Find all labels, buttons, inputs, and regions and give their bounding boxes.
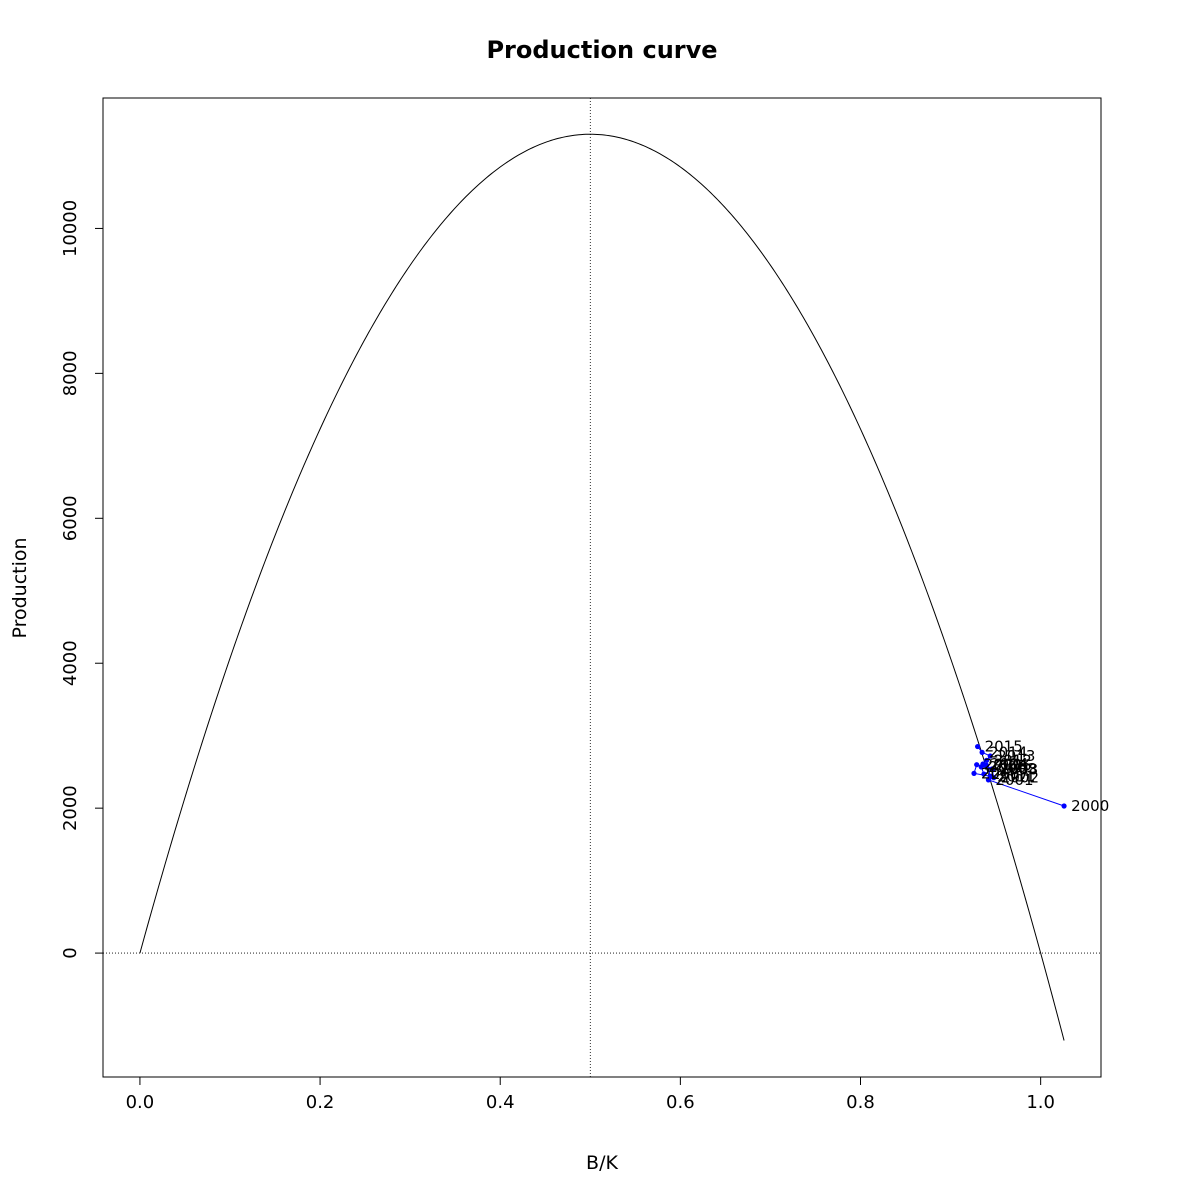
- reference-lines: [103, 98, 1101, 1077]
- x-tick-label-0.4: 0.4: [486, 1092, 515, 1113]
- trajectory-point-2012: [984, 757, 990, 763]
- x-tick-label-0.6: 0.6: [666, 1092, 695, 1113]
- x-tick-label-0.8: 0.8: [846, 1092, 875, 1113]
- trajectory-point-2014: [979, 749, 985, 755]
- y-tick-label-2000: 2000: [60, 785, 81, 831]
- trajectory-label-2008: 2008: [1000, 761, 1038, 779]
- x-axis: 0.0 0.2 0.4 0.6 0.8 1.0: [126, 1076, 1055, 1113]
- trajectory-label-2002: 2002: [1001, 769, 1039, 787]
- production-curve: [139, 133, 1065, 1041]
- x-tick-label-0.0: 0.0: [126, 1092, 155, 1113]
- production-curve-line: [139, 133, 1065, 1041]
- y-tick-label-0: 0: [60, 947, 81, 958]
- y-tick-label-10000: 10000: [60, 200, 81, 257]
- trajectory-point-2006: [978, 764, 984, 770]
- trajectory-label-2003: 2003: [999, 760, 1037, 778]
- plot-frame: [102, 97, 1102, 1078]
- trajectory-label-2012: 2012: [994, 751, 1032, 769]
- trajectory-line: [973, 746, 1065, 807]
- y-tick-label-4000: 4000: [60, 640, 81, 686]
- trajectory-point-2008: [990, 767, 996, 773]
- trajectory-label-2006: 2006: [988, 758, 1026, 776]
- trajectory-point-2013: [987, 753, 993, 759]
- trajectory-point-2011: [987, 773, 993, 779]
- trajectory-label-2004: 2004: [990, 755, 1028, 773]
- trajectory-label-2011: 2011: [997, 767, 1035, 785]
- trajectory-point-2010: [971, 770, 977, 776]
- trajectory-label-2010: 2010: [981, 764, 1019, 782]
- y-tick-label-6000: 6000: [60, 495, 81, 541]
- trajectory-point-2015: [975, 743, 981, 750]
- trajectory-point-2007: [981, 771, 987, 777]
- trajectory-label-2014: 2014: [989, 743, 1027, 761]
- trajectory-point-2005: [984, 762, 990, 769]
- trajectory-label-2007: 2007: [991, 765, 1029, 783]
- y-axis-label: Production: [9, 537, 31, 638]
- trajectory-label-2005: 2005: [994, 756, 1032, 774]
- trajectory-point-2009: [974, 762, 980, 768]
- y-tick-label-8000: 8000: [60, 350, 81, 396]
- trajectory-label-2001: 2001: [995, 771, 1033, 789]
- trajectory-point-2000: [1061, 803, 1067, 809]
- biomass-trajectory: 2000 200120022003200420052006200720082009…: [971, 738, 1109, 815]
- x-tick-label-0.2: 0.2: [306, 1092, 335, 1113]
- trajectory-label-2015: 2015: [985, 738, 1023, 756]
- x-axis-label: B/K: [586, 1152, 618, 1174]
- chart-title: Production curve: [486, 36, 717, 64]
- y-axis: 0 2000 4000 6000 8000 10000: [60, 200, 104, 959]
- trajectory-label-2013: 2013: [997, 747, 1035, 765]
- x-tick-label-1.0: 1.0: [1026, 1092, 1055, 1113]
- trajectory-label-2009: 2009: [984, 756, 1022, 774]
- trajectory-label-2000: 2000: [1071, 797, 1109, 815]
